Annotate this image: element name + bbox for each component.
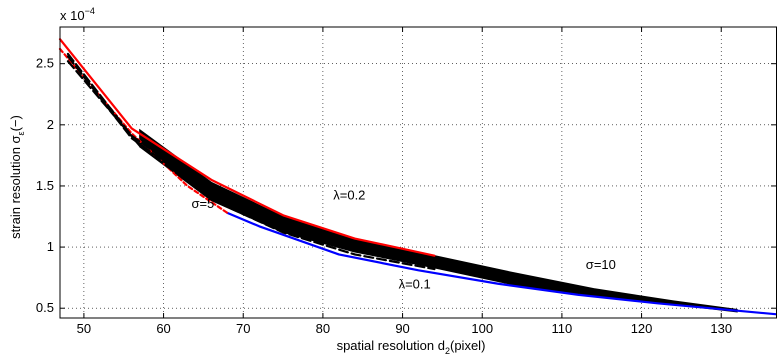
x-tick-label: 100 bbox=[471, 321, 493, 336]
y-tick-label: 1.5 bbox=[36, 178, 54, 193]
x-tick-label: 60 bbox=[156, 321, 170, 336]
series-line bbox=[58, 38, 436, 257]
y-axis-label: strain resolution σε(−) bbox=[8, 115, 26, 239]
x-tick-label: 130 bbox=[710, 321, 732, 336]
grid-layer bbox=[60, 27, 777, 318]
series-line bbox=[226, 211, 777, 316]
x-tick-label: 90 bbox=[395, 321, 409, 336]
x-tick-label: 80 bbox=[316, 321, 330, 336]
series-line bbox=[66, 60, 436, 271]
x-tick-label: 120 bbox=[631, 321, 653, 336]
x-axis-label: spatial resolution d2(pixel) bbox=[337, 338, 486, 356]
x-tick-label: 50 bbox=[77, 321, 91, 336]
annotation-label: λ=0.2 bbox=[333, 187, 365, 202]
annotation-label: σ=10 bbox=[586, 257, 616, 272]
band-layer bbox=[139, 128, 738, 313]
y-tick-label: 2.5 bbox=[36, 56, 54, 71]
annotation-layer: σ=5 λ=0.2 σ=10 λ=0.1 bbox=[191, 187, 615, 291]
curve-band bbox=[139, 128, 738, 313]
annotation-label: σ=5 bbox=[191, 196, 214, 211]
y-tick-label: 1 bbox=[47, 239, 54, 254]
x-tick-label: 110 bbox=[552, 321, 573, 336]
x-tick-label: 70 bbox=[236, 321, 250, 336]
series-line bbox=[66, 52, 436, 266]
series-layer bbox=[58, 38, 777, 316]
y-tick-label: 0.5 bbox=[36, 300, 54, 315]
y-tick-label: 2 bbox=[47, 117, 54, 132]
annotation-label: λ=0.1 bbox=[399, 277, 431, 292]
series-line bbox=[66, 55, 436, 268]
y-multiplier-label: x 10−4 bbox=[60, 6, 95, 23]
plot-frame bbox=[59, 26, 777, 319]
tick-layer: 50 60 70 80 90 100 110 120 130 0.5 1 1.5 2 2.5 bbox=[36, 27, 776, 336]
